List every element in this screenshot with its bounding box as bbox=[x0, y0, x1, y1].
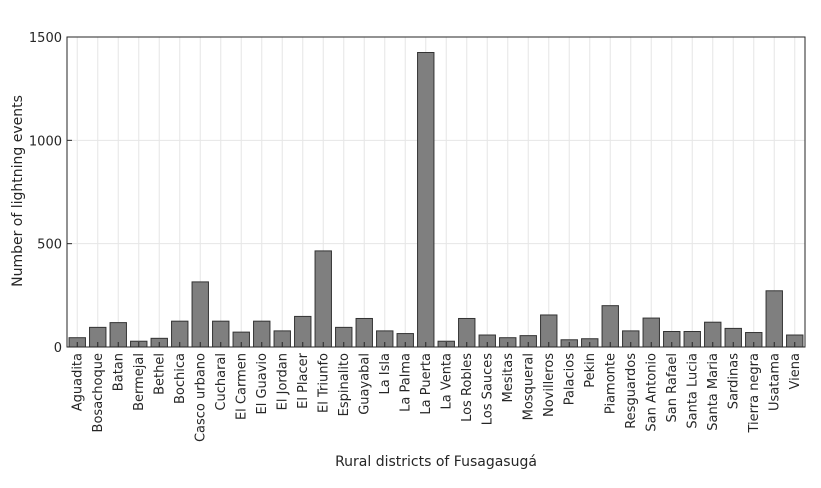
x-tick-label: Aguadita bbox=[70, 353, 85, 411]
x-tick-label: Santa Lucia bbox=[685, 353, 700, 429]
bar bbox=[191, 281, 209, 348]
x-tick-label: La Isla bbox=[378, 353, 393, 395]
y-axis-title: Number of lightning events bbox=[10, 95, 26, 287]
bars bbox=[68, 52, 804, 348]
bar bbox=[417, 52, 435, 348]
plot-frame bbox=[66, 36, 806, 348]
x-tick-label: La Puerta bbox=[419, 353, 434, 415]
x-tick-label: San Rafael bbox=[665, 353, 680, 422]
x-tick-labels: Aguadita Bosachoque Batan Bermejal Bethel Boc… bbox=[70, 352, 803, 442]
axis-ticks bbox=[67, 36, 796, 348]
y-tick-label: 1000 bbox=[29, 134, 62, 149]
x-tick-label: Los Robles bbox=[460, 353, 475, 422]
x-tick-label: Mesitas bbox=[501, 353, 516, 403]
x-tick-label: El Jordan bbox=[275, 353, 290, 410]
x-tick-label: El Guavio bbox=[255, 353, 270, 415]
bar bbox=[314, 250, 332, 348]
y-tick-label: 500 bbox=[37, 238, 62, 253]
x-tick-label: Sardinas bbox=[726, 353, 741, 409]
x-tick-label: Bethel bbox=[152, 353, 167, 395]
x-tick-label: Tierra negra bbox=[747, 353, 762, 434]
x-tick-label: Casco urbano bbox=[193, 353, 208, 442]
y-tick-label: 1500 bbox=[29, 31, 62, 46]
x-tick-label: Bermejal bbox=[132, 353, 147, 411]
x-tick-label: La Venta bbox=[439, 353, 454, 410]
x-tick-label: Mosqueral bbox=[521, 353, 536, 420]
x-tick-label: Bochica bbox=[173, 353, 188, 404]
x-tick-label: Piamonte bbox=[603, 353, 618, 414]
bar bbox=[765, 290, 783, 348]
x-tick-label: Palacios bbox=[562, 353, 577, 406]
x-tick-label: Viena bbox=[788, 353, 803, 389]
grid bbox=[67, 37, 805, 347]
x-tick-label: Bosachoque bbox=[91, 353, 106, 432]
x-tick-label: Usatama bbox=[767, 353, 782, 411]
x-axis-title: Rural districts of Fusagasugá bbox=[335, 454, 537, 470]
x-tick-label: Espinalito bbox=[337, 353, 352, 416]
x-tick-label: Cucharal bbox=[214, 353, 229, 411]
x-tick-label: El Triunfo bbox=[316, 353, 331, 413]
x-tick-label: Guayabal bbox=[357, 353, 372, 415]
bar bbox=[601, 305, 619, 348]
y-tick-labels: 0 500 1000 1500 bbox=[29, 31, 62, 356]
y-tick-label: 0 bbox=[54, 341, 62, 356]
x-tick-label: Santa Maria bbox=[706, 353, 721, 431]
x-tick-label: Pekin bbox=[583, 353, 598, 388]
x-tick-label: San Antonio bbox=[644, 353, 659, 432]
x-tick-label: Batan bbox=[111, 353, 126, 391]
x-tick-label: La Palma bbox=[398, 353, 413, 412]
x-tick-label: Novilleros bbox=[542, 353, 557, 417]
x-tick-label: Los Sauces bbox=[480, 353, 495, 425]
x-tick-label: Resguardos bbox=[624, 353, 639, 429]
x-tick-label: El Placer bbox=[296, 352, 311, 409]
x-tick-label: El Carmen bbox=[234, 353, 249, 420]
